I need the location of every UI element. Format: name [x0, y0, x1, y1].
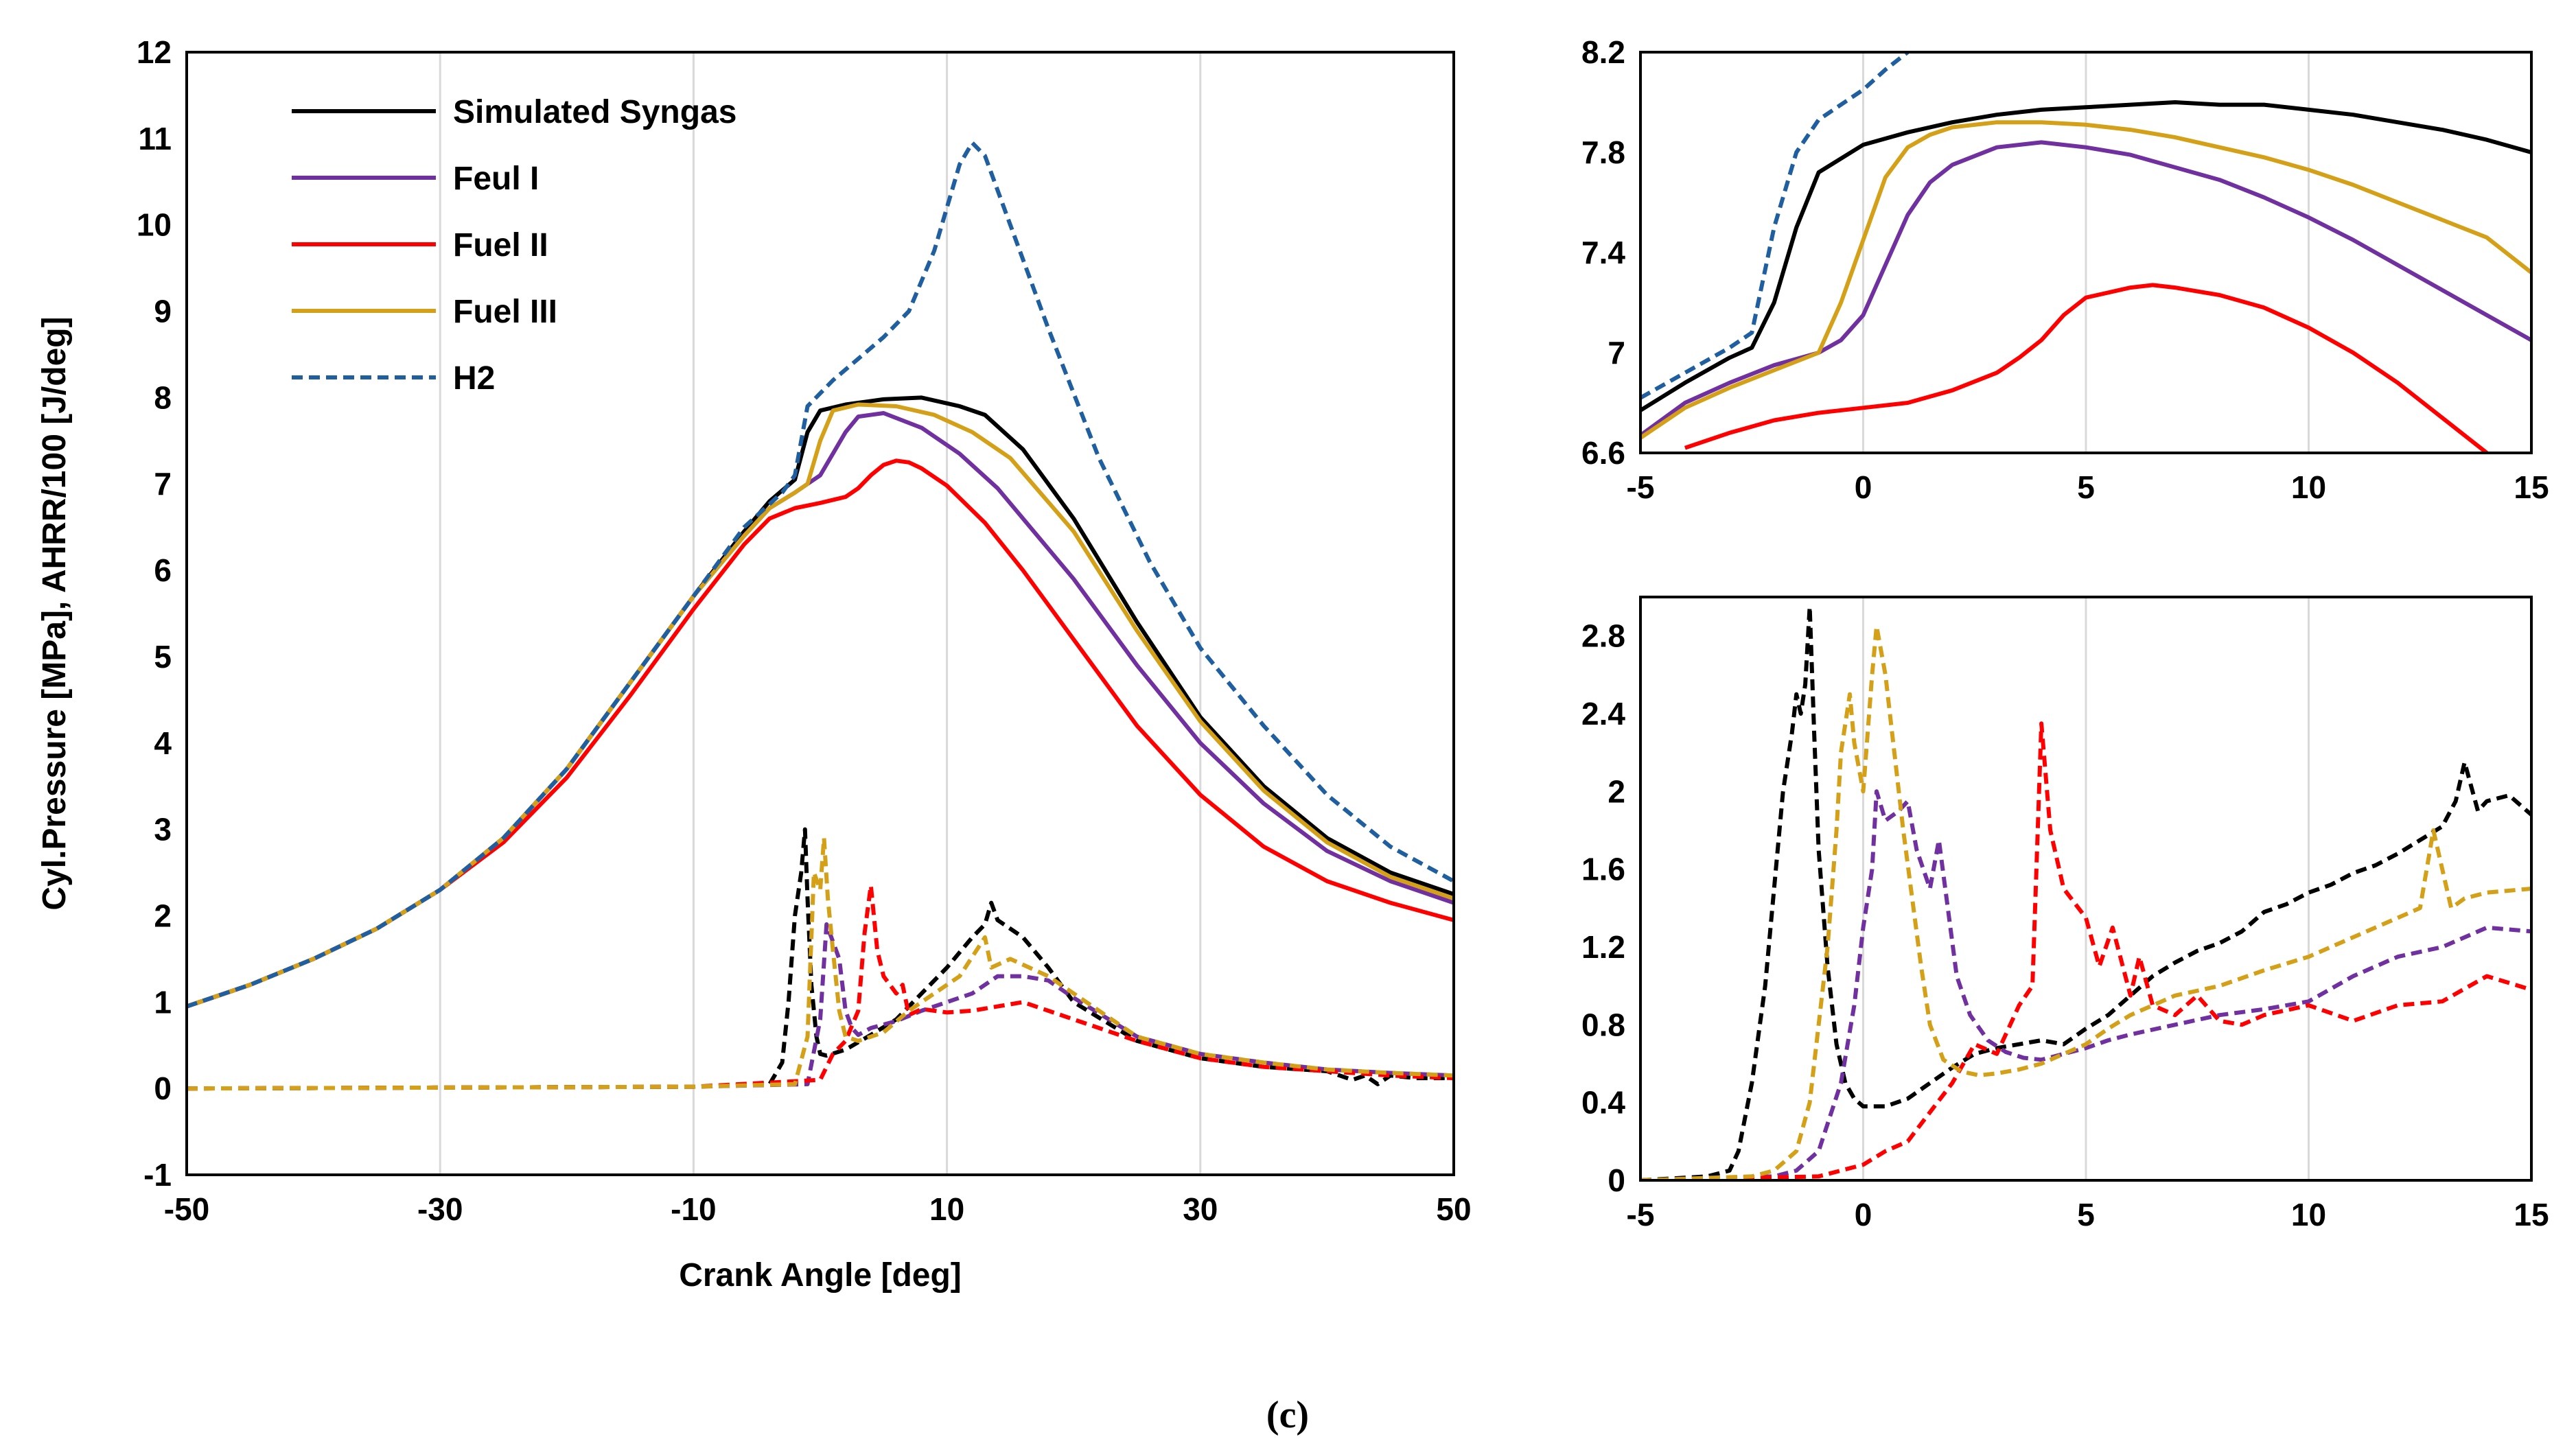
main-plot-frame [185, 51, 1455, 1176]
ins2-x-tick-label: 0 [1855, 1197, 1872, 1232]
main-y-axis-label: Cyl.Pressure [MPa], AHRR/100 [J/deg] [36, 316, 73, 910]
main-y-tick-label: 12 [137, 34, 172, 70]
legend-label-simulated-syngas: Simulated Syngas [453, 94, 736, 130]
main-gridlines [439, 52, 1202, 1175]
main-x-tick-label: 10 [929, 1191, 964, 1227]
ins1-series-fuel-ii-line [1684, 283, 2488, 453]
main-series-fuel-iii-ahrr-line [187, 836, 1454, 1091]
main-y-tick-label: 1 [154, 984, 172, 1020]
inset-pressure-tick-labels: -5 0 5 10 15 6.6 7 7.4 7.8 8.2 [1581, 34, 2549, 505]
inset-pressure-plot-frame [1639, 51, 2533, 454]
ins2-y-tick-label: 0 [1608, 1162, 1625, 1198]
ins1-series-h2-line [1640, 52, 1910, 400]
ins1-x-tick-label: 5 [2077, 469, 2095, 505]
main-x-tick-label: -10 [671, 1191, 716, 1227]
main-series-fuel-ii-ahrr-line [187, 883, 1454, 1091]
main-series-group [187, 141, 1454, 1091]
main-y-tick-label: 9 [154, 294, 172, 329]
main-y-tick-label: 10 [137, 207, 172, 243]
main-y-tick-label: 2 [154, 898, 172, 933]
ins2-x-tick-label: 15 [2514, 1197, 2549, 1232]
main-y-tick-label: 0 [154, 1071, 172, 1106]
inset-pressure-series-group [1640, 52, 2531, 453]
ins1-y-tick-label: 8.2 [1581, 34, 1625, 70]
main-x-tick-label: 50 [1436, 1191, 1471, 1227]
ins2-series-simulated-syngas-line [1640, 605, 2531, 1180]
ins2-y-tick-label: 0.8 [1581, 1007, 1625, 1042]
legend-label-fuel-ii: Fuel II [453, 227, 548, 264]
main-series-h2-pressure-line [187, 141, 1454, 1009]
figure-caption: (c) [1266, 1394, 1309, 1436]
ins2-x-tick-label: 5 [2077, 1197, 2095, 1232]
inset-ahrr-plot-frame [1639, 596, 2533, 1182]
main-y-tick-label: 5 [154, 639, 172, 675]
inset-pressure-chart: -5 0 5 10 15 6.6 7 7.4 7.8 8.2 [1581, 34, 2549, 505]
main-y-tick-label: 3 [154, 812, 172, 847]
ins1-y-tick-label: 6.6 [1581, 435, 1625, 471]
main-y-tick-label: 11 [138, 121, 172, 156]
inset-ahrr-gridlines [1862, 597, 2310, 1180]
ins2-y-tick-label: 2 [1608, 773, 1625, 809]
main-y-tick-label: 8 [154, 379, 172, 415]
main-series-fuel-ii-pressure-line [187, 458, 1454, 1009]
legend-label-fuel-iii: Fuel III [453, 294, 557, 330]
ins1-y-tick-label: 7 [1608, 335, 1625, 371]
ins2-y-tick-label: 1.6 [1581, 852, 1625, 887]
main-x-axis-label: Crank Angle [deg] [679, 1257, 962, 1294]
inset-ahrr-series-group [1640, 605, 2531, 1180]
main-y-tick-label: 6 [154, 552, 172, 588]
ins1-x-tick-label: 10 [2291, 469, 2326, 505]
ins2-series-fuel-ii-line [1640, 721, 2531, 1180]
ins1-series-simulated-syngas-line [1640, 100, 2531, 412]
ins2-series-fuel-iii-line [1640, 624, 2531, 1180]
ins2-x-tick-label: -5 [1627, 1197, 1655, 1232]
ins1-series-fuel-iii-line [1640, 120, 2531, 440]
ins1-y-tick-label: 7.4 [1581, 235, 1625, 270]
main-x-tick-label: 30 [1183, 1191, 1218, 1227]
ins2-y-tick-label: 2.8 [1581, 618, 1625, 654]
main-y-tick-label: -1 [143, 1157, 172, 1193]
legend-label-feul-i: Feul I [453, 161, 539, 197]
ins2-series-feul-i-line [1640, 789, 2531, 1180]
ins1-x-tick-label: -5 [1627, 469, 1655, 505]
ins2-y-tick-label: 1.2 [1581, 929, 1625, 965]
ins2-y-tick-label: 2.4 [1581, 696, 1625, 732]
ins1-x-tick-label: 0 [1855, 469, 1872, 505]
ins1-y-tick-label: 7.8 [1581, 135, 1625, 170]
ins1-x-tick-label: 15 [2514, 469, 2549, 505]
ins2-x-tick-label: 10 [2291, 1197, 2326, 1232]
main-x-tick-label: -30 [417, 1191, 463, 1227]
main-series-simulated-syngas-ahrr-line [187, 827, 1454, 1091]
legend: Simulated Syngas Feul I Fuel II Fuel III H2 [292, 94, 736, 397]
main-y-tick-label: 7 [154, 466, 172, 502]
main-series-simulated-syngas-pressure-line [187, 395, 1454, 1009]
inset-pressure-gridlines [1862, 52, 2310, 453]
ins2-y-tick-label: 0.4 [1581, 1085, 1625, 1121]
main-series-fuel-iii-pressure-line [187, 402, 1454, 1009]
legend-label-h2: H2 [453, 360, 495, 397]
main-x-tick-label: -50 [164, 1191, 209, 1227]
main-y-tick-label: 4 [154, 725, 172, 761]
main-series-feul-i-ahrr-line [187, 922, 1454, 1091]
